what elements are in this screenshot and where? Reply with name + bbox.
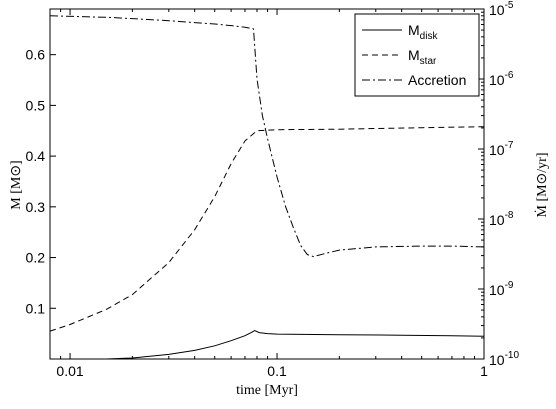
tick-labels: 0.01 0.1 1 0.1 0.2 0.3 0.4 0.5 0.6 10-10 10-9 10-8 1… (26, 0, 520, 379)
y-left-tick-label: 0.4 (26, 148, 46, 164)
y-left-label: M [M⊙] (9, 160, 24, 209)
ticks (49, 8, 485, 360)
x-tick-label: 1 (480, 363, 488, 379)
y-left-tick-label: 0.5 (26, 97, 46, 113)
plot-frame (49, 8, 485, 360)
y-right-tick-label: 10-6 (489, 70, 514, 88)
legend: Mdisk Mstar Accretion (354, 13, 480, 97)
series-line-mdisk (50, 330, 485, 360)
x-axis-label: time [Myr] (236, 383, 298, 398)
y-left-tick-label: 0.3 (26, 199, 46, 215)
y-right-tick-label: 10-9 (489, 280, 514, 298)
legend-label-disk: Mdisk (408, 22, 438, 42)
x-tick-label: 0.1 (267, 363, 287, 379)
y-right-tick-label: 10-5 (489, 0, 514, 18)
y-left-tick-label: 0.2 (26, 250, 46, 266)
series-line-accretion (49, 15, 485, 258)
y-right-tick-label: 10-7 (489, 140, 514, 158)
y-right-tick-label: 10-10 (489, 350, 519, 368)
legend-label-accretion: Accretion (408, 72, 466, 88)
y-left-tick-label: 0.1 (26, 300, 46, 316)
x-tick-label: 0.01 (56, 363, 83, 379)
plot-lines (49, 15, 485, 360)
legend-label-star: Mstar (408, 47, 437, 67)
y-right-tick-label: 10-8 (489, 210, 514, 228)
y-left-tick-label: 0.6 (26, 47, 46, 63)
series-line-mstar (49, 126, 485, 332)
y-right-label: Ṁ [M⊙/yr] (534, 152, 550, 217)
